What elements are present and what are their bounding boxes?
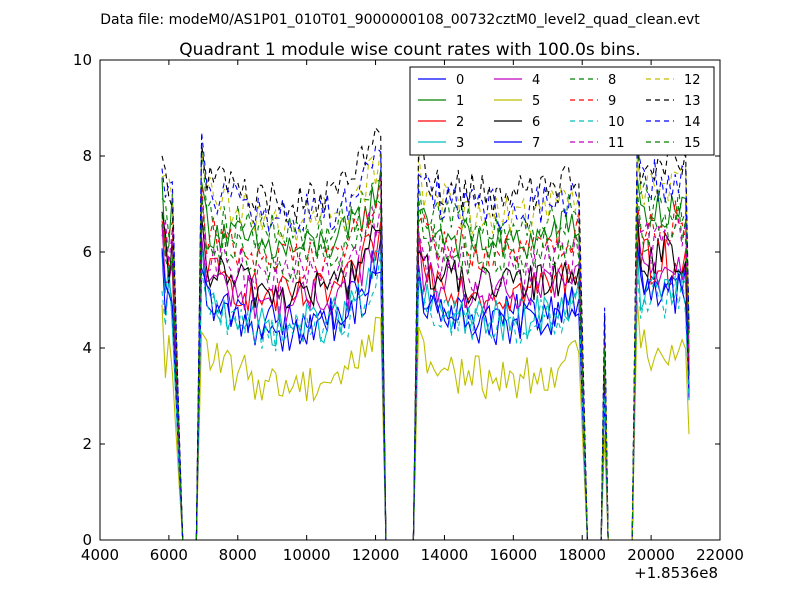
x-tick-label: 22000: [696, 546, 744, 564]
legend-box: [409, 66, 715, 156]
x-tick-label: 20000: [627, 546, 675, 564]
x-tick-label: 10000: [283, 546, 331, 564]
series-line-7: [161, 242, 690, 540]
x-tick-label: 4000: [81, 546, 119, 564]
legend-label-10: 10: [608, 115, 625, 130]
x-offset-label: +1.8536e8: [634, 564, 718, 582]
series-line-11: [161, 192, 690, 540]
legend-label-2: 2: [456, 115, 464, 130]
legend-label-7: 7: [532, 136, 540, 151]
plot-frame: [99, 59, 721, 541]
x-tick-label: 6000: [150, 546, 188, 564]
legend-label-1: 1: [456, 94, 464, 109]
legend-label-11: 11: [608, 136, 625, 151]
figure-suptitle: Data file: modeM0/AS1P01_010T01_90000001…: [100, 12, 700, 28]
legend-label-14: 14: [684, 115, 701, 130]
y-tick-label: 8: [82, 147, 92, 165]
series-line-15: [161, 190, 690, 540]
axes-ticks: 4000 6000 8000 10000 12000 14000 16000 18000 200…: [73, 51, 744, 564]
series-line-10: [161, 253, 690, 540]
legend-label-13: 13: [684, 94, 701, 109]
series-line-6: [161, 206, 690, 540]
y-tick-label: 2: [82, 435, 92, 453]
series-line-9: [161, 178, 690, 540]
chart-title: Quadrant 1 module wise count rates with …: [179, 40, 640, 60]
y-tick-label: 6: [82, 243, 92, 261]
legend-label-4: 4: [532, 73, 540, 88]
x-tick-label: 18000: [558, 546, 606, 564]
x-tick-label: 12000: [352, 546, 400, 564]
series-line-4: [161, 221, 690, 540]
y-tick-label: 10: [73, 51, 92, 69]
y-tick-label: 4: [82, 339, 92, 357]
plot-area: [161, 126, 690, 540]
series-line-8: [161, 143, 690, 540]
x-tick-label: 14000: [421, 546, 469, 564]
legend-label-15: 15: [684, 136, 701, 151]
legend-label-9: 9: [608, 94, 616, 109]
legend-label-5: 5: [532, 94, 540, 109]
legend-label-8: 8: [608, 73, 616, 88]
series-line-5: [161, 300, 690, 540]
series-line-14: [161, 132, 690, 540]
legend-label-3: 3: [456, 136, 464, 151]
series-line-2: [161, 221, 690, 540]
legend-label-12: 12: [684, 73, 701, 88]
x-tick-label: 8000: [219, 546, 257, 564]
y-tick-label: 0: [82, 531, 92, 549]
legend-label-6: 6: [532, 115, 540, 130]
legend-label-0: 0: [456, 73, 464, 88]
x-tick-label: 16000: [489, 546, 537, 564]
series-line-13: [161, 126, 690, 540]
series-line-12: [161, 148, 690, 540]
